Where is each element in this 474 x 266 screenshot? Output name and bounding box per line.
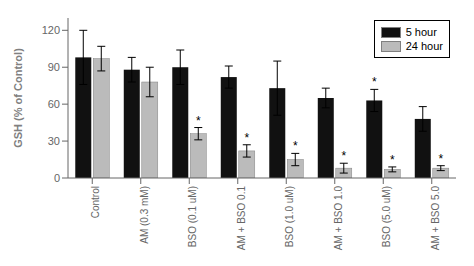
svg-text:*: * <box>372 75 377 89</box>
svg-text:AM + BSO 0.1: AM + BSO 0.1 <box>236 186 247 251</box>
svg-text:90: 90 <box>48 61 60 73</box>
svg-text:60: 60 <box>48 98 60 110</box>
html-text:5 hour: 5 hour <box>405 26 437 38</box>
svg-text:0: 0 <box>54 172 60 184</box>
svg-text:*: * <box>244 131 249 145</box>
svg-text:BSO (1.0 uM): BSO (1.0 uM) <box>284 186 295 247</box>
html-text:24 hour: 24 hour <box>405 40 443 52</box>
svg-text:*: * <box>293 139 298 153</box>
svg-text:*: * <box>341 149 346 163</box>
svg-text:AM (0.3 mM): AM (0.3 mM) <box>139 186 150 244</box>
svg-text:*: * <box>196 114 201 128</box>
svg-text:BSO (0.1 uM): BSO (0.1 uM) <box>187 186 198 247</box>
svg-text:*: * <box>438 152 443 166</box>
svg-text:AM + BSO 5.0: AM + BSO 5.0 <box>430 186 441 251</box>
svg-text:GSH (% of Control): GSH (% of Control) <box>12 48 24 148</box>
svg-text:Control: Control <box>90 186 101 218</box>
svg-text:120: 120 <box>42 24 60 36</box>
svg-text:BSO (5.0 uM): BSO (5.0 uM) <box>381 186 392 247</box>
svg-text:AM + BSO 1.0: AM + BSO 1.0 <box>333 186 344 251</box>
svg-text:*: * <box>390 153 395 167</box>
svg-text:30: 30 <box>48 135 60 147</box>
